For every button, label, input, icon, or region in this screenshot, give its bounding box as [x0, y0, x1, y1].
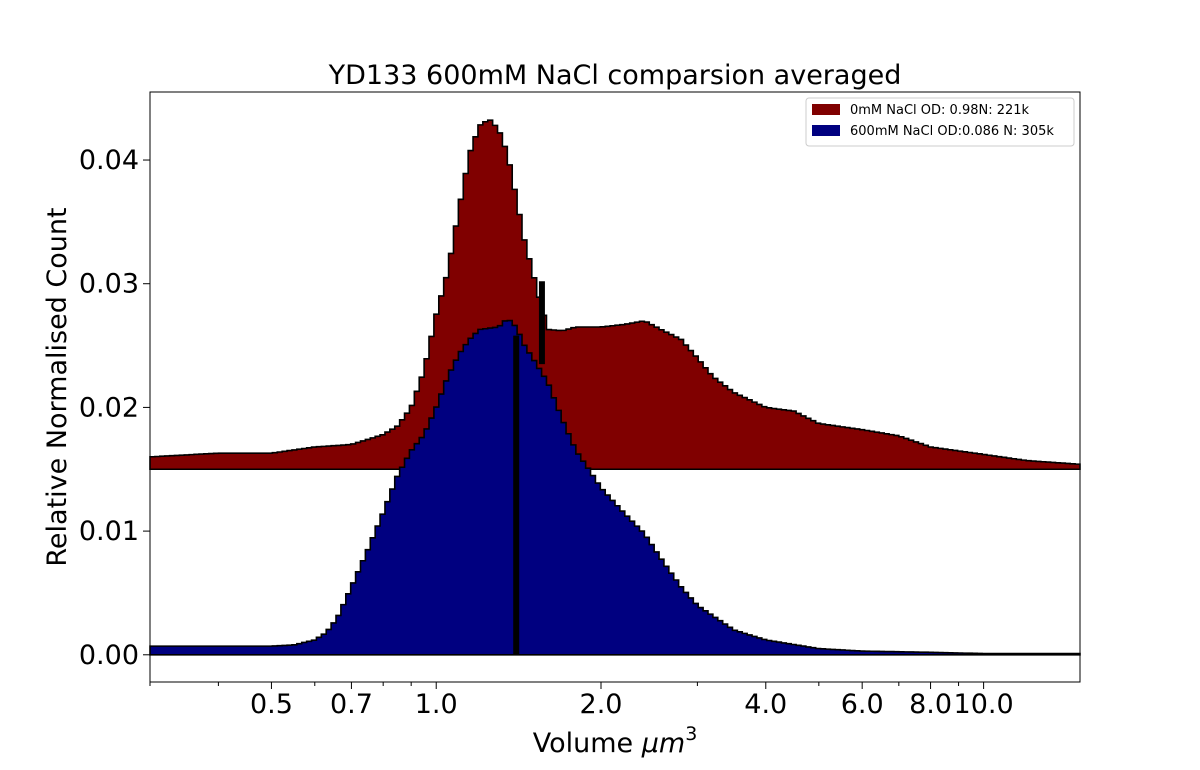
- y-axis: 0.00 0.01 0.02 0.03 0.04: [79, 145, 150, 671]
- x-tick-label: 8.0: [909, 689, 952, 720]
- x-tick-label: 4.0: [744, 689, 787, 720]
- y-tick-label: 0.04: [79, 145, 139, 176]
- x-tick-label: 10.0: [954, 689, 1014, 720]
- vline-layer: [513, 281, 545, 655]
- y-tick-label: 0.01: [79, 516, 139, 547]
- y-tick-label: 0.00: [79, 640, 139, 671]
- x-axis-label-text: Volume: [533, 728, 642, 759]
- legend-label-0mm: 0mM NaCl OD: 0.98N: 221k: [850, 103, 1030, 118]
- y-tick-label: 0.03: [79, 269, 139, 300]
- plot-frame: [149, 91, 1081, 683]
- x-tick-label: 6.0: [841, 689, 884, 720]
- legend-swatch-600mm: [812, 125, 840, 136]
- x-axis-label-math: μm: [641, 728, 685, 759]
- x-axis-label-exponent: 3: [685, 723, 697, 745]
- x-tick-label: 2.0: [580, 689, 623, 720]
- series-0: [149, 119, 1081, 471]
- legend-label-600mm: 600mM NaCl OD:0.086 N: 305k: [850, 124, 1054, 139]
- x-axis: 0.5 0.7 1.0 2.0 4.0 6.0 8.0 10.0: [149, 682, 1014, 720]
- series-1: [149, 319, 1081, 656]
- y-axis-label: Relative Normalised Count: [42, 207, 73, 566]
- x-tick-label: 0.5: [250, 689, 293, 720]
- y-tick-label: 0.02: [79, 392, 139, 423]
- legend-box: [805, 97, 1075, 147]
- chart-title: YD133 600mM NaCl comparsion averaged: [328, 60, 902, 91]
- x-axis-label: Volume μm3: [533, 723, 698, 759]
- x-tick-label: 1.0: [415, 689, 458, 720]
- series-layer: [149, 119, 1081, 656]
- legend-swatch-0mm: [812, 104, 840, 115]
- legend: 0mM NaCl OD: 0.98N: 221k 600mM NaCl OD:0…: [805, 97, 1075, 147]
- x-tick-label: 0.7: [330, 689, 373, 720]
- series-0-histogram: [149, 119, 1081, 471]
- series-1-histogram: [149, 319, 1081, 656]
